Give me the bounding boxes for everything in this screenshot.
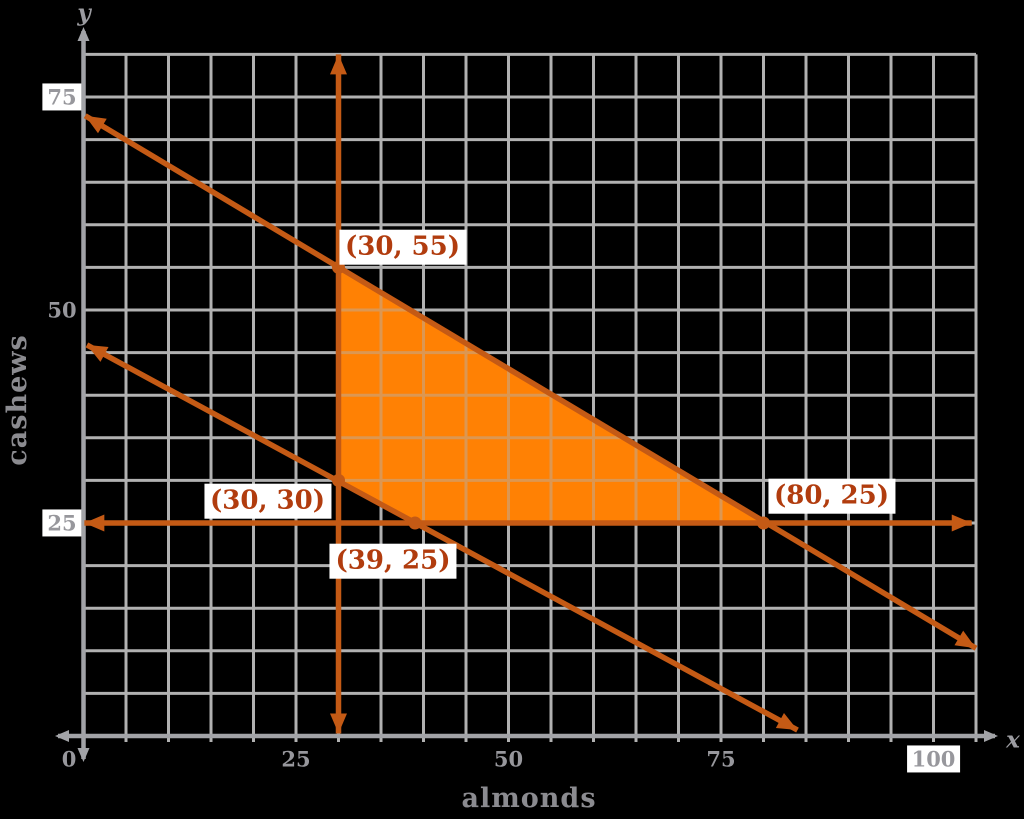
x-tick-label-4: 100 [906, 745, 961, 773]
x-tick-label-3: 75 [706, 746, 736, 772]
y-tick-label-1: 50 [47, 297, 77, 323]
horizontal-line-y-equals-25 [84, 514, 972, 532]
axes-group [55, 27, 998, 762]
diagonal-line-through-30-30-and-39-25 [85, 342, 799, 733]
x-axis-variable-label: x [1006, 726, 1020, 754]
x-tick-label-0: 0 [61, 746, 77, 772]
point-label-0: (30, 55) [338, 230, 467, 265]
vertical-line-x-equals-30 [330, 54, 347, 734]
x-axis-title: almonds [461, 783, 597, 815]
y-axis-variable-label: y [77, 0, 91, 27]
x-tick-label-2: 50 [493, 746, 524, 772]
vertex-dots-group [332, 260, 770, 530]
point-label-1: (30, 30) [203, 484, 332, 519]
y-tick-label-0: 25 [42, 509, 82, 537]
constraint-lines-group [83, 54, 978, 734]
point-label-3: (80, 25) [767, 478, 896, 514]
y-tick-label-2: 75 [42, 83, 82, 111]
x-tick-label-1: 25 [281, 746, 311, 772]
point-label-2: (39, 25) [329, 543, 457, 579]
vertex-dot [332, 473, 345, 487]
diagonal-line-through-30-55-and-80-25 [83, 113, 978, 651]
vertex-dot [408, 516, 422, 530]
vertex-dot [757, 516, 770, 530]
y-axis-title: cashews [2, 334, 34, 466]
